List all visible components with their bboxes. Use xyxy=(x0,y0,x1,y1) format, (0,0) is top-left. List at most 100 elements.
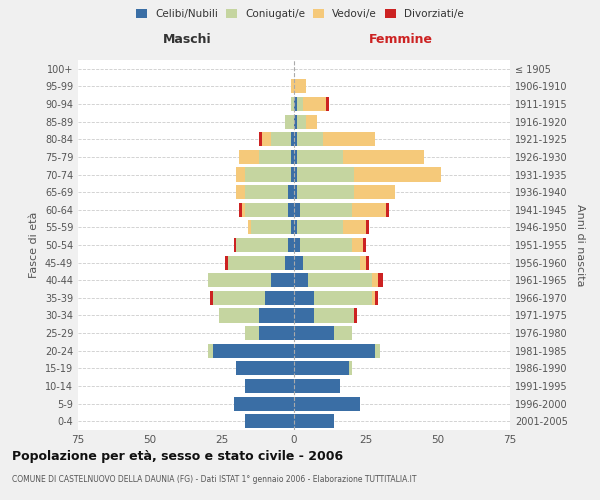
Text: Maschi: Maschi xyxy=(163,33,212,46)
Bar xyxy=(308,273,372,287)
Bar xyxy=(245,379,294,393)
Bar xyxy=(294,273,308,287)
Bar xyxy=(239,202,242,217)
Bar xyxy=(300,202,352,217)
Bar xyxy=(225,256,228,270)
Bar xyxy=(233,396,294,410)
Bar xyxy=(245,202,288,217)
Bar xyxy=(297,150,343,164)
Bar xyxy=(352,238,363,252)
Bar xyxy=(236,185,245,199)
Bar xyxy=(286,256,294,270)
Bar xyxy=(352,202,386,217)
Bar xyxy=(291,97,294,111)
Bar xyxy=(294,168,297,181)
Bar xyxy=(297,168,355,181)
Bar xyxy=(297,114,305,128)
Bar xyxy=(291,80,294,94)
Bar xyxy=(294,220,297,234)
Bar xyxy=(219,308,259,322)
Bar xyxy=(372,273,377,287)
Bar xyxy=(288,238,294,252)
Bar xyxy=(372,291,374,305)
Bar xyxy=(291,150,294,164)
Bar xyxy=(286,114,294,128)
Bar xyxy=(294,379,340,393)
Bar xyxy=(343,220,366,234)
Bar xyxy=(265,291,294,305)
Bar xyxy=(236,168,245,181)
Text: Popolazione per età, sesso e stato civile - 2006: Popolazione per età, sesso e stato civil… xyxy=(12,450,343,463)
Bar xyxy=(297,185,355,199)
Bar xyxy=(366,220,369,234)
Bar xyxy=(239,150,259,164)
Bar xyxy=(363,238,366,252)
Bar xyxy=(294,97,297,111)
Bar xyxy=(288,185,294,199)
Bar xyxy=(314,308,355,322)
Bar xyxy=(386,202,389,217)
Bar xyxy=(294,238,300,252)
Bar xyxy=(248,220,251,234)
Bar xyxy=(302,97,326,111)
Bar xyxy=(236,238,288,252)
Text: Femmine: Femmine xyxy=(368,33,433,46)
Bar xyxy=(360,256,366,270)
Bar xyxy=(242,202,245,217)
Bar xyxy=(297,220,343,234)
Bar xyxy=(233,238,236,252)
Bar xyxy=(349,362,352,376)
Bar xyxy=(323,132,374,146)
Bar xyxy=(294,256,302,270)
Bar xyxy=(355,168,441,181)
Bar xyxy=(211,291,214,305)
Bar xyxy=(294,291,314,305)
Bar xyxy=(366,256,369,270)
Bar xyxy=(355,308,358,322)
Bar xyxy=(305,114,317,128)
Text: COMUNE DI CASTELNUOVO DELLA DAUNIA (FG) - Dati ISTAT 1° gennaio 2006 - Elaborazi: COMUNE DI CASTELNUOVO DELLA DAUNIA (FG) … xyxy=(12,475,416,484)
Y-axis label: Anni di nascita: Anni di nascita xyxy=(575,204,584,286)
Bar xyxy=(326,97,329,111)
Bar xyxy=(228,256,286,270)
Bar xyxy=(294,362,349,376)
Bar xyxy=(374,291,377,305)
Bar xyxy=(291,132,294,146)
Bar xyxy=(294,308,314,322)
Bar xyxy=(377,273,383,287)
Bar xyxy=(302,256,360,270)
Bar xyxy=(236,362,294,376)
Bar xyxy=(288,202,294,217)
Bar xyxy=(294,150,297,164)
Bar xyxy=(259,308,294,322)
Bar xyxy=(297,97,302,111)
Bar xyxy=(343,150,424,164)
Bar xyxy=(334,326,352,340)
Y-axis label: Fasce di età: Fasce di età xyxy=(29,212,39,278)
Bar xyxy=(245,414,294,428)
Bar xyxy=(245,185,288,199)
Bar xyxy=(314,291,372,305)
Bar xyxy=(294,344,374,358)
Bar xyxy=(294,202,300,217)
Bar xyxy=(259,132,262,146)
Bar xyxy=(294,185,297,199)
Bar xyxy=(259,150,291,164)
Bar xyxy=(294,326,334,340)
Bar xyxy=(259,326,294,340)
Bar xyxy=(355,185,395,199)
Bar xyxy=(245,326,259,340)
Bar xyxy=(291,168,294,181)
Bar xyxy=(300,238,352,252)
Bar xyxy=(291,220,294,234)
Bar xyxy=(297,132,323,146)
Bar xyxy=(294,396,360,410)
Bar xyxy=(271,273,294,287)
Bar xyxy=(214,291,265,305)
Legend: Celibi/Nubili, Coniugati/e, Vedovi/e, Divorziati/e: Celibi/Nubili, Coniugati/e, Vedovi/e, Di… xyxy=(132,5,468,24)
Bar xyxy=(208,344,214,358)
Bar xyxy=(214,344,294,358)
Bar xyxy=(245,168,291,181)
Bar xyxy=(271,132,291,146)
Bar xyxy=(294,80,305,94)
